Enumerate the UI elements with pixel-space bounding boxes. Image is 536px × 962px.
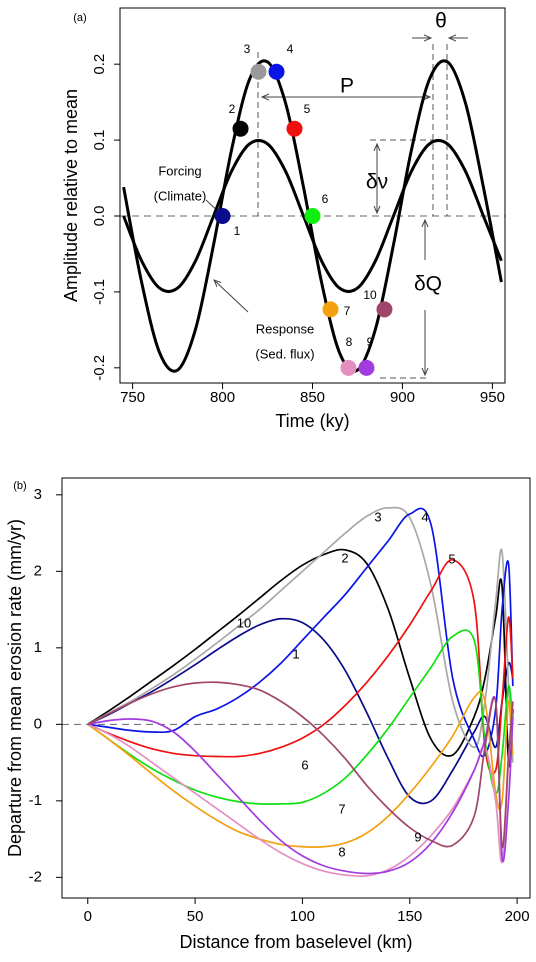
y-tick-label: 3 bbox=[34, 486, 42, 503]
plot: -2 -1 0 1 2 3 0 50 100 150 200 Distance from basele… bbox=[5, 477, 531, 952]
y-tick-label: 0.2 bbox=[91, 54, 108, 75]
x-tick-label: 200 bbox=[505, 908, 530, 925]
marker bbox=[376, 301, 393, 318]
marker bbox=[232, 120, 249, 137]
marker-label: 6 bbox=[322, 192, 329, 206]
marker-label: 2 bbox=[229, 102, 236, 116]
y-tick-label: 2 bbox=[34, 562, 42, 579]
annotation: δQ bbox=[414, 273, 442, 296]
annotation: P bbox=[340, 75, 354, 98]
plot: -0.2 -0.1 0.0 0.1 0.2 750 800 850 900 950 Time (ky… bbox=[61, 7, 506, 431]
annotation: Response bbox=[256, 321, 315, 336]
marker-label: 8 bbox=[346, 335, 353, 349]
series-line bbox=[87, 507, 514, 758]
y-tick-label: -1 bbox=[29, 792, 42, 809]
marker-label: 1 bbox=[234, 224, 241, 238]
series-label: 1 bbox=[292, 646, 299, 661]
series-line bbox=[87, 701, 514, 878]
marker bbox=[358, 359, 375, 376]
plot-area bbox=[87, 506, 514, 878]
series-label: 7 bbox=[338, 801, 345, 816]
marker-label: 10 bbox=[363, 288, 377, 302]
arrow bbox=[214, 280, 249, 313]
series-label: 3 bbox=[374, 509, 381, 524]
annotation: δν bbox=[366, 171, 388, 194]
series-line bbox=[122, 59, 503, 373]
annotation: θ bbox=[435, 10, 447, 33]
annotation: (Climate) bbox=[154, 188, 207, 203]
marker bbox=[286, 120, 303, 137]
y-tick-label: 1 bbox=[34, 639, 42, 656]
x-tick-label: 0 bbox=[84, 908, 92, 925]
marker bbox=[214, 207, 231, 224]
y-tick-label: 0.0 bbox=[91, 206, 108, 227]
marker-label: 4 bbox=[287, 42, 294, 56]
x-tick-label: 900 bbox=[390, 389, 415, 406]
series-label: 9 bbox=[414, 829, 421, 844]
marker-label: 3 bbox=[244, 42, 251, 56]
series-label: 10 bbox=[237, 615, 251, 630]
x-tick-label: 750 bbox=[120, 389, 145, 406]
guides bbox=[205, 38, 468, 379]
annotation: (Sed. flux) bbox=[255, 346, 314, 361]
marker bbox=[268, 63, 285, 80]
x-axis-title: Distance from baselevel (km) bbox=[179, 932, 412, 952]
y-tick-label: -0.1 bbox=[91, 279, 108, 305]
series-line bbox=[87, 681, 514, 849]
marker bbox=[340, 359, 357, 376]
x-tick-label: 50 bbox=[187, 908, 204, 925]
series-line bbox=[87, 548, 514, 768]
series-label: 2 bbox=[341, 550, 348, 565]
marker bbox=[322, 301, 339, 318]
series-label: 5 bbox=[448, 551, 455, 566]
y-tick-label: -0.2 bbox=[91, 355, 108, 381]
x-tick-label: 100 bbox=[290, 908, 315, 925]
y-tick-label: -2 bbox=[29, 868, 42, 885]
x-tick-label: 850 bbox=[300, 389, 325, 406]
y-axis-title: Amplitude relative to mean bbox=[61, 89, 81, 302]
x-tick-label: 950 bbox=[480, 389, 505, 406]
y-axis-title: Departure from mean erosion rate (mm/yr) bbox=[5, 519, 25, 857]
panel-label: (b) bbox=[13, 480, 26, 492]
x-tick-label: 150 bbox=[397, 908, 422, 925]
x-tick-label: 800 bbox=[210, 389, 235, 406]
plot-area bbox=[122, 59, 503, 373]
plot-frame bbox=[61, 477, 531, 899]
series-label: 4 bbox=[421, 509, 428, 524]
series-line bbox=[87, 506, 514, 763]
marker bbox=[304, 207, 321, 224]
marker-label: 7 bbox=[344, 304, 351, 318]
marker-label: 9 bbox=[367, 335, 374, 349]
y-tick-label: 0 bbox=[34, 715, 42, 732]
plot-frame bbox=[119, 7, 506, 384]
marker bbox=[250, 63, 267, 80]
panel-label: (a) bbox=[73, 12, 86, 24]
series-line bbox=[87, 617, 514, 805]
marker-label: 5 bbox=[304, 102, 311, 116]
annotation: Forcing bbox=[158, 163, 201, 178]
series-line bbox=[87, 690, 514, 848]
series-label: 8 bbox=[338, 844, 345, 859]
series-label: 6 bbox=[301, 757, 308, 772]
y-tick-label: 0.1 bbox=[91, 130, 108, 151]
x-axis-title: Time (ky) bbox=[275, 411, 349, 431]
